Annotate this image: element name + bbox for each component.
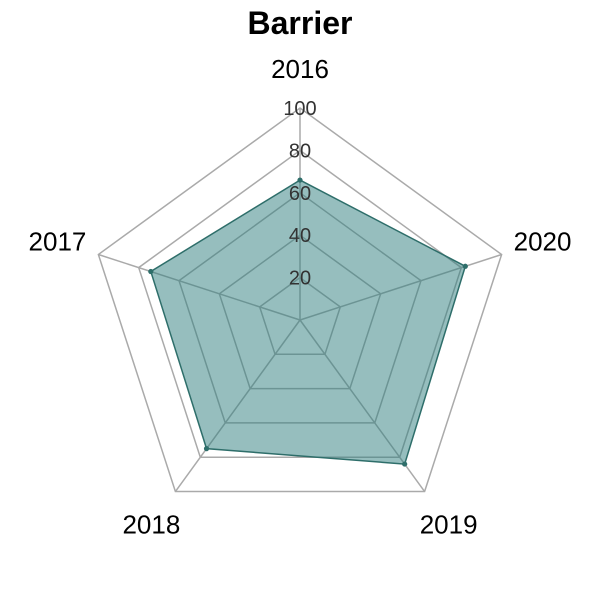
radial-tick-label: 60: [289, 183, 311, 205]
category-label: 2018: [122, 510, 180, 540]
radial-tick-label: 80: [289, 140, 311, 162]
category-label: 2019: [420, 510, 478, 540]
grid-ring: [137, 149, 463, 458]
grid-ring: [97, 107, 503, 493]
radial-tick-label: 40: [289, 225, 311, 247]
data-point: [297, 177, 303, 183]
category-label: 2016: [271, 54, 329, 84]
chart-title: Barrier: [248, 5, 353, 41]
data-point: [148, 268, 154, 275]
category-labels: 2016 2020 2019 2018 2017: [29, 54, 572, 540]
data-point: [402, 461, 408, 467]
radar-series: [148, 177, 468, 467]
category-label: 2020: [514, 226, 572, 256]
data-point: [462, 263, 468, 269]
radial-tick-label: 100: [283, 98, 316, 120]
series-area: [149, 179, 467, 465]
radial-tick-label: 20: [289, 268, 311, 290]
radial-tick-labels: 20 40 60 80 100: [283, 98, 316, 290]
data-point: [203, 446, 210, 452]
category-label: 2017: [29, 226, 87, 256]
